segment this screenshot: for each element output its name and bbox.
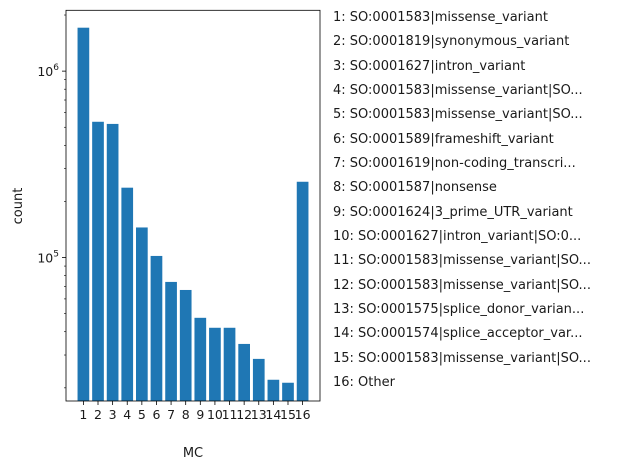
legend-item: 5: SO:0001583|missense_variant|SO...: [333, 107, 583, 123]
x-tick-label: 3: [109, 407, 117, 422]
x-tick-label: 6: [152, 407, 160, 422]
bar-12: [238, 343, 250, 401]
bar-9: [194, 317, 207, 401]
legend-item: 16: Other: [333, 374, 395, 390]
plot-frame: [65, 9, 321, 402]
legend-item: 7: SO:0001619|non-coding_transcri...: [333, 155, 576, 171]
y-axis-label: count: [11, 188, 26, 225]
x-tick-label: 11: [222, 407, 238, 422]
bar-7: [165, 281, 177, 401]
legend-item: 9: SO:0001624|3_prime_UTR_variant: [333, 204, 573, 220]
x-tick-label: 5: [138, 407, 146, 422]
legend-item: 14: SO:0001574|splice_acceptor_var...: [333, 326, 583, 342]
bar-15: [282, 382, 294, 401]
x-tick-label: 1: [79, 407, 87, 422]
legend-item: 6: SO:0001589|frameshift_variant: [333, 131, 554, 147]
bar-2: [92, 121, 104, 401]
bar-5: [136, 227, 148, 401]
legend-item: 11: SO:0001583|missense_variant|SO...: [333, 253, 591, 269]
legend-item: 15: SO:0001583|missense_variant|SO...: [333, 350, 591, 366]
legend-item: 2: SO:0001819|synonymous_variant: [333, 34, 570, 50]
x-tick-label: 2: [94, 407, 102, 422]
bars: [77, 27, 309, 402]
legend-item: 3: SO:0001627|intron_variant: [333, 58, 526, 74]
x-tick-label: 12: [236, 407, 252, 422]
legend-item: 12: SO:0001583|missense_variant|SO...: [333, 277, 591, 293]
x-tick-label: 7: [167, 407, 175, 422]
legend-item: 13: SO:0001575|splice_donor_varian...: [333, 301, 585, 317]
x-tick-label: 16: [295, 407, 311, 422]
legend-item: 10: SO:0001627|intron_variant|SO:0...: [333, 228, 582, 244]
bar-16: [296, 181, 309, 401]
x-axis-label: MC: [183, 446, 203, 461]
legend-item: 8: SO:0001587|nonsense: [333, 180, 497, 196]
x-tick-label: 4: [123, 407, 131, 422]
bar-4: [121, 187, 134, 401]
x-tick-label: 13: [251, 407, 267, 422]
bar-8: [179, 289, 192, 401]
x-tick-label: 10: [207, 407, 223, 422]
bar-6: [150, 255, 163, 401]
bar-14: [267, 379, 280, 401]
y-tick-label: 106: [37, 63, 59, 79]
legend: 1: SO:0001583|missense_variant 2: SO:0001…: [333, 8, 591, 397]
bar-1: [77, 27, 90, 402]
bar-3: [106, 123, 119, 401]
x-tick-label: 14: [265, 407, 281, 422]
bar-10: [209, 327, 221, 401]
y-tick-label: 105: [37, 250, 59, 266]
bar-13: [252, 358, 265, 401]
x-tick-label: 8: [182, 407, 190, 422]
bar-11: [223, 327, 236, 401]
x-tick-label: 9: [196, 407, 204, 422]
legend-item: 4: SO:0001583|missense_variant|SO...: [333, 82, 583, 98]
legend-item: 1: SO:0001583|missense_variant: [333, 10, 548, 25]
x-tick-label: 15: [280, 407, 296, 422]
